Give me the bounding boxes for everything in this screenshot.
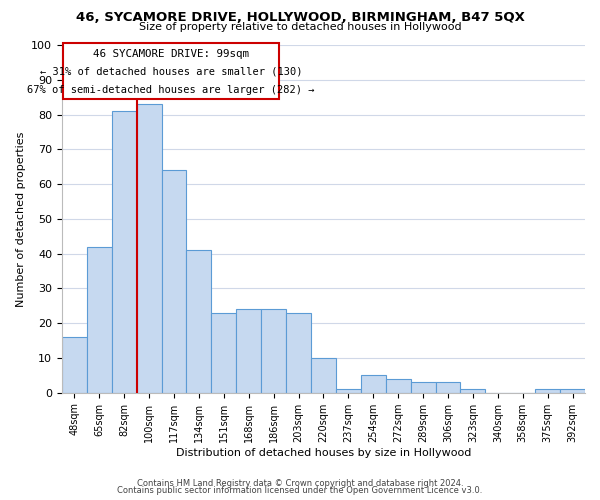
Bar: [361, 376, 386, 392]
FancyBboxPatch shape: [63, 44, 278, 99]
Bar: [161, 170, 187, 392]
Bar: [410, 382, 436, 392]
Bar: [311, 358, 336, 392]
Bar: [112, 111, 137, 392]
Text: ← 31% of detached houses are smaller (130): ← 31% of detached houses are smaller (13…: [40, 66, 302, 76]
Text: 67% of semi-detached houses are larger (282) →: 67% of semi-detached houses are larger (…: [27, 85, 314, 95]
Bar: [261, 310, 286, 392]
Bar: [436, 382, 460, 392]
Text: Size of property relative to detached houses in Hollywood: Size of property relative to detached ho…: [139, 22, 461, 32]
Bar: [62, 337, 87, 392]
Bar: [87, 246, 112, 392]
Text: Contains public sector information licensed under the Open Government Licence v3: Contains public sector information licen…: [118, 486, 482, 495]
Text: Contains HM Land Registry data © Crown copyright and database right 2024.: Contains HM Land Registry data © Crown c…: [137, 478, 463, 488]
Bar: [535, 389, 560, 392]
Bar: [211, 312, 236, 392]
Text: 46, SYCAMORE DRIVE, HOLLYWOOD, BIRMINGHAM, B47 5QX: 46, SYCAMORE DRIVE, HOLLYWOOD, BIRMINGHA…: [76, 11, 524, 24]
Bar: [236, 310, 261, 392]
Bar: [560, 389, 585, 392]
Bar: [386, 379, 410, 392]
Bar: [187, 250, 211, 392]
Y-axis label: Number of detached properties: Number of detached properties: [16, 131, 26, 306]
Text: 46 SYCAMORE DRIVE: 99sqm: 46 SYCAMORE DRIVE: 99sqm: [93, 48, 249, 58]
Bar: [286, 312, 311, 392]
Bar: [137, 104, 161, 393]
Bar: [460, 389, 485, 392]
Bar: [336, 389, 361, 392]
X-axis label: Distribution of detached houses by size in Hollywood: Distribution of detached houses by size …: [176, 448, 471, 458]
